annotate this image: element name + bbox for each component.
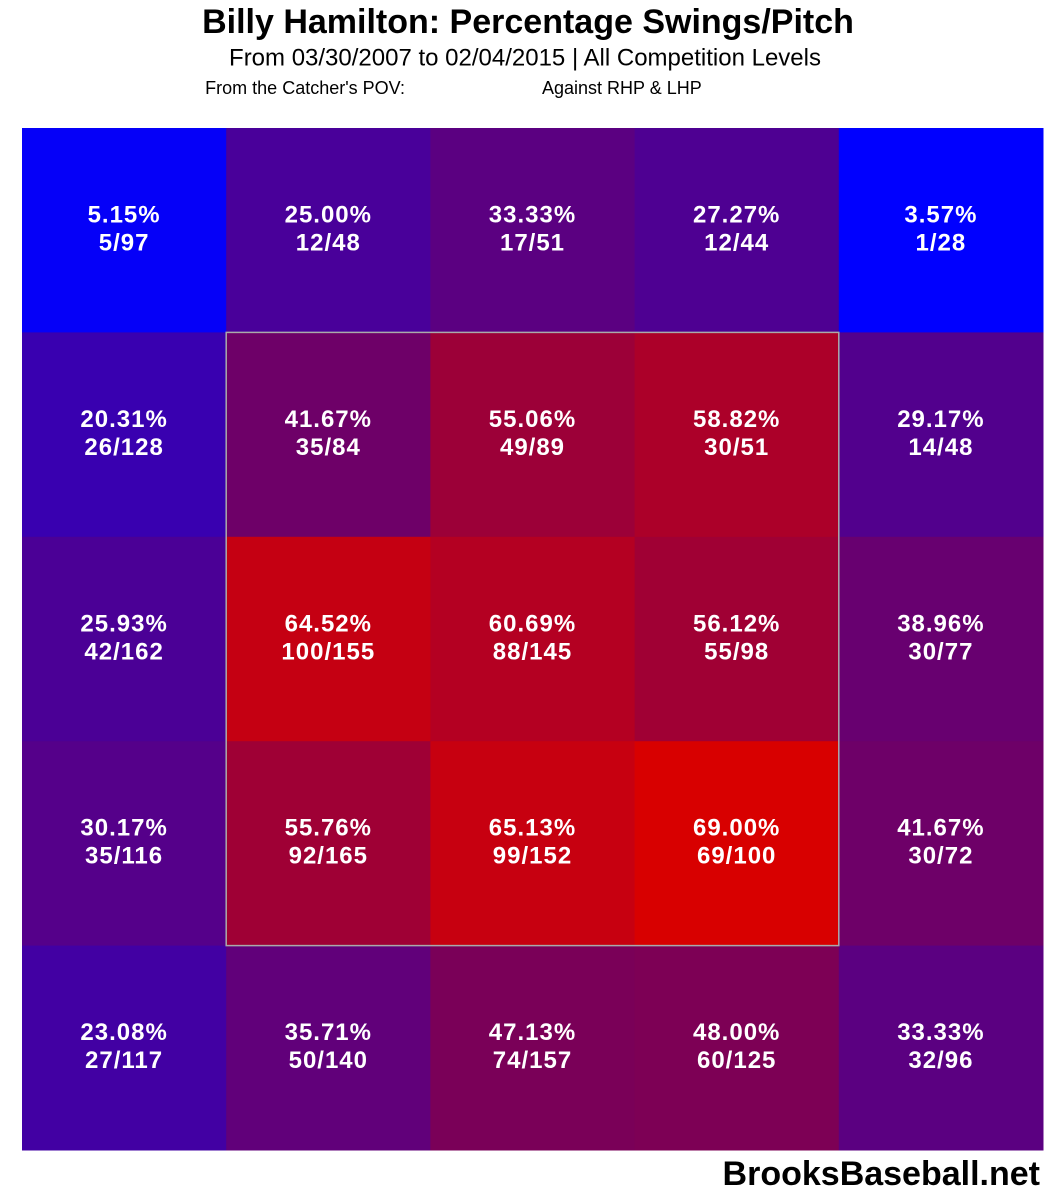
- count-label: 12/44: [704, 230, 769, 257]
- value-label: 23.08%: [80, 1019, 167, 1046]
- heatmap-cell: [226, 945, 431, 1151]
- heatmap-cell: [430, 128, 636, 333]
- count-label: 1/28: [916, 230, 967, 257]
- heatmap-cell: [838, 128, 1044, 333]
- value-label: 55.06%: [489, 406, 576, 433]
- heatmap-cell: [634, 128, 840, 333]
- count-label: 88/145: [493, 638, 572, 665]
- value-label: 58.82%: [693, 406, 780, 433]
- heatmap-cell: [226, 128, 431, 333]
- count-label: 12/48: [296, 230, 361, 257]
- heatmap-cell: [430, 536, 636, 742]
- value-label: 41.67%: [285, 406, 372, 433]
- value-label: 55.76%: [285, 815, 372, 842]
- count-label: 55/98: [704, 638, 769, 665]
- value-label: 64.52%: [285, 610, 372, 637]
- count-label: 74/157: [493, 1047, 572, 1074]
- count-label: 5/97: [99, 230, 150, 257]
- heatmap: 5.15%5/9725.00%12/4833.33%17/5127.27%12/…: [22, 128, 1044, 1151]
- heatmap-cell: [226, 536, 431, 742]
- value-label: 29.17%: [897, 406, 984, 433]
- value-label: 25.00%: [285, 202, 372, 229]
- value-label: 33.33%: [897, 1019, 984, 1046]
- heatmap-cell: [22, 332, 227, 538]
- heatmap-cell: [22, 128, 227, 333]
- heatmap-cell: [838, 945, 1044, 1151]
- count-label: 14/48: [908, 434, 973, 461]
- heatmap-cell: [634, 536, 840, 742]
- value-label: 27.27%: [693, 202, 780, 229]
- value-label: 35.71%: [285, 1019, 372, 1046]
- count-label: 32/96: [908, 1047, 973, 1074]
- heatmap-cell: [430, 945, 636, 1151]
- count-label: 92/165: [289, 843, 368, 870]
- count-label: 26/128: [84, 434, 163, 461]
- count-label: 30/72: [908, 843, 973, 870]
- count-label: 100/155: [281, 638, 375, 665]
- heatmap-cell: [838, 741, 1044, 947]
- heatmap-cell: [634, 945, 840, 1151]
- count-label: 35/116: [85, 843, 163, 870]
- chart-note: Against RHP & LHP: [542, 78, 702, 98]
- value-label: 69.00%: [693, 815, 780, 842]
- count-label: 30/51: [704, 434, 769, 461]
- count-label: 42/162: [84, 638, 163, 665]
- count-label: 35/84: [296, 434, 361, 461]
- heatmap-cell: [634, 741, 840, 947]
- count-label: 17/51: [500, 230, 565, 257]
- strike-zone: [225, 331, 840, 947]
- heatmap-cell: [838, 332, 1044, 538]
- value-label: 48.00%: [693, 1019, 780, 1046]
- source-label: BrooksBaseball.net: [723, 1155, 1040, 1193]
- value-label: 33.33%: [489, 202, 576, 229]
- count-label: 60/125: [697, 1047, 776, 1074]
- value-label: 20.31%: [80, 406, 167, 433]
- heatmap-cell: [22, 536, 227, 742]
- value-label: 60.69%: [489, 610, 576, 637]
- value-label: 5.15%: [88, 202, 161, 229]
- heatmap-cell: [226, 332, 431, 538]
- chart-subtitle: From 03/30/2007 to 02/04/2015 | All Comp…: [229, 44, 821, 71]
- chart-title: Billy Hamilton: Percentage Swings/Pitch: [202, 3, 854, 41]
- heatmap-cell: [22, 945, 227, 1151]
- heatmap-cell: [634, 332, 840, 538]
- count-label: 27/117: [85, 1047, 163, 1074]
- count-label: 69/100: [697, 843, 776, 870]
- heatmap-cell: [430, 332, 636, 538]
- value-label: 41.67%: [897, 815, 984, 842]
- heatmap-cell: [430, 741, 636, 947]
- value-label: 65.13%: [489, 815, 576, 842]
- value-label: 47.13%: [489, 1019, 576, 1046]
- heatmap-cell: [22, 741, 227, 947]
- value-label: 38.96%: [897, 610, 984, 637]
- value-label: 3.57%: [904, 202, 977, 229]
- count-label: 99/152: [493, 843, 572, 870]
- value-label: 56.12%: [693, 610, 780, 637]
- chart-note: From the Catcher's POV:: [205, 78, 405, 98]
- value-label: 25.93%: [80, 610, 167, 637]
- count-label: 30/77: [908, 638, 973, 665]
- heatmap-cell: [226, 741, 431, 947]
- count-label: 50/140: [289, 1047, 368, 1074]
- count-label: 49/89: [500, 434, 565, 461]
- heatmap-cell: [838, 536, 1044, 742]
- value-label: 30.17%: [80, 815, 167, 842]
